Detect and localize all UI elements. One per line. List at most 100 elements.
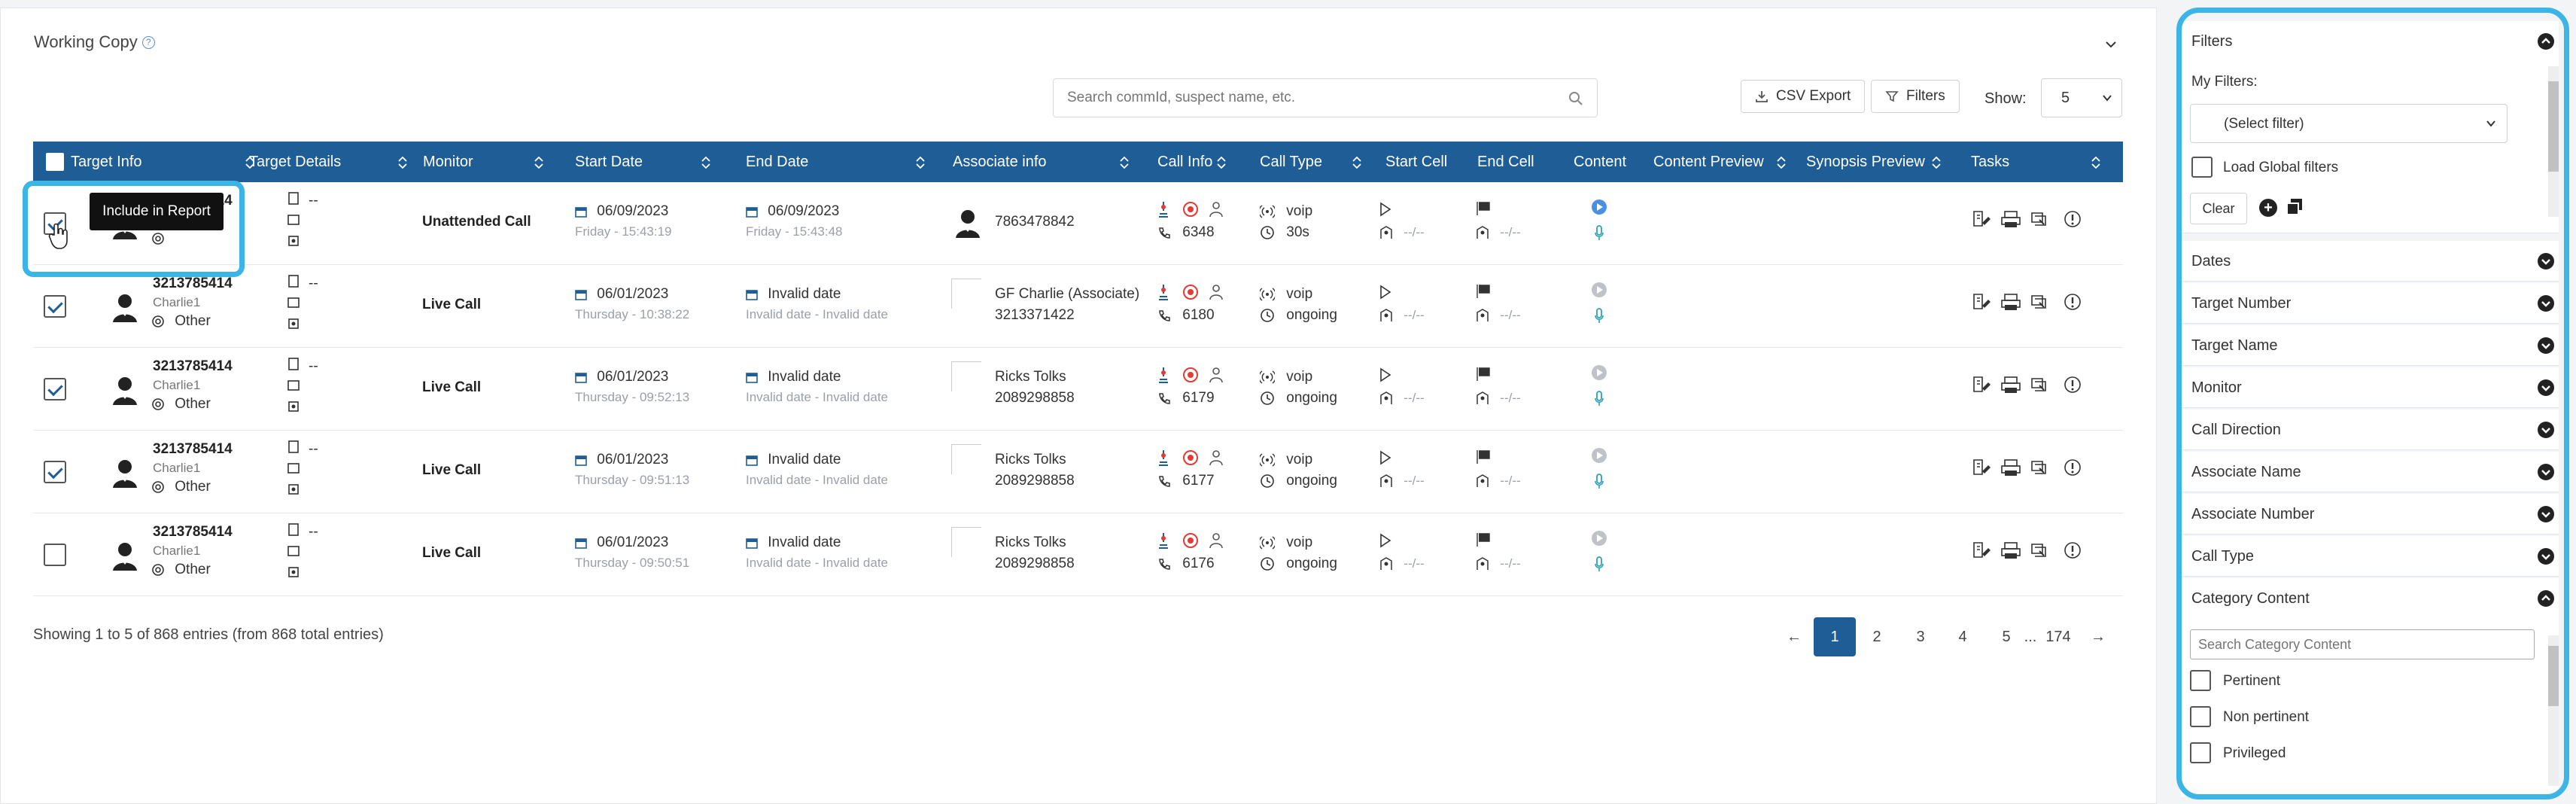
column-header[interactable]: Target Details — [249, 154, 342, 170]
filters-scrollbar[interactable] — [2548, 66, 2559, 217]
chevron-down-icon[interactable] — [2538, 379, 2554, 396]
help-circle-icon[interactable]: ? — [141, 35, 155, 49]
category-scrollbar[interactable] — [2548, 635, 2559, 786]
filter-section-target-name[interactable]: Target Name — [2181, 325, 2559, 366]
search-box[interactable] — [1053, 78, 1598, 117]
page-button[interactable]: 5 — [2002, 629, 2011, 645]
csv-export-button[interactable]: CSV Export — [1741, 80, 1866, 113]
prev-page-button[interactable]: ← — [1787, 629, 1802, 645]
play-icon[interactable] — [1379, 533, 1392, 553]
category-option-checkbox[interactable] — [2190, 706, 2211, 727]
column-header[interactable]: Call Type — [1260, 154, 1323, 170]
chevron-up-icon[interactable] — [2538, 33, 2554, 50]
filter-section-call-type[interactable]: Call Type — [2181, 536, 2559, 577]
column-header[interactable]: Monitor — [423, 154, 473, 170]
filter-section-monitor[interactable]: Monitor — [2181, 367, 2559, 408]
column-header[interactable]: Tasks — [1971, 154, 2010, 170]
start-cell: --/-- — [1379, 307, 1425, 324]
column-header[interactable]: End Date — [746, 154, 809, 170]
chevron-down-icon[interactable] — [2538, 464, 2554, 480]
task-icons[interactable] — [1972, 209, 2085, 233]
task-icons[interactable] — [1972, 375, 2085, 399]
filter-section-associate-number[interactable]: Associate Number — [2181, 494, 2559, 534]
page-button[interactable]: 4 — [1958, 629, 1967, 645]
sort-icon[interactable] — [701, 155, 711, 170]
call-type: voip — [1260, 203, 1312, 220]
chevron-down-icon[interactable] — [2538, 337, 2554, 354]
sort-icon[interactable] — [245, 155, 255, 170]
sort-icon[interactable] — [1776, 155, 1787, 170]
task-icons[interactable] — [1972, 292, 2085, 316]
page-button[interactable]: 3 — [1916, 629, 1925, 645]
category-search-input[interactable] — [2190, 629, 2535, 659]
column-header[interactable]: Content Preview — [1653, 154, 1764, 170]
play-icon[interactable] — [1379, 202, 1392, 221]
play-icon[interactable] — [1379, 450, 1392, 470]
content-play-icon[interactable] — [1591, 364, 1607, 385]
filter-section-dates[interactable]: Dates — [2181, 241, 2559, 282]
sort-icon[interactable] — [915, 155, 926, 170]
category-option-checkbox[interactable] — [2190, 742, 2211, 763]
sort-icon[interactable] — [1352, 155, 1362, 170]
avatar — [108, 455, 141, 492]
category-option-label: Pertinent — [2223, 673, 2281, 689]
column-header[interactable]: Start Date — [575, 154, 643, 170]
include-in-report-checkbox[interactable] — [44, 461, 66, 483]
column-header[interactable]: Target Info — [71, 154, 142, 170]
column-header[interactable]: Content — [1574, 154, 1627, 170]
end-date: Invalid date — [746, 452, 841, 468]
chevron-down-icon[interactable] — [2538, 253, 2554, 270]
page-button[interactable]: 1 — [1814, 617, 1856, 656]
sort-icon[interactable] — [1216, 155, 1227, 170]
content-play-icon[interactable] — [1591, 530, 1607, 551]
highlight-frame — [23, 181, 245, 277]
column-header[interactable]: End Cell — [1477, 154, 1534, 170]
show-select[interactable]: 5 — [2041, 78, 2122, 117]
page-button[interactable]: 2 — [1872, 629, 1881, 645]
content-play-icon[interactable] — [1591, 199, 1607, 220]
task-icons[interactable] — [1972, 458, 2085, 482]
filter-section-target-number[interactable]: Target Number — [2181, 283, 2559, 324]
sort-icon[interactable] — [1119, 155, 1130, 170]
chevron-down-icon[interactable] — [2538, 506, 2554, 522]
include-in-report-checkbox[interactable] — [44, 378, 66, 400]
column-header[interactable]: Start Cell — [1385, 154, 1448, 170]
select-all-checkbox[interactable] — [46, 153, 64, 171]
sort-icon[interactable] — [534, 155, 544, 170]
copy-icon[interactable] — [2285, 197, 2304, 217]
working-copy-title: Working Copy — [34, 32, 138, 51]
content-play-icon[interactable] — [1591, 282, 1607, 303]
my-filters-select[interactable]: (Select filter) — [2190, 104, 2508, 143]
column-header[interactable]: Call Info — [1157, 154, 1213, 170]
play-icon[interactable] — [1379, 285, 1392, 304]
category-option-checkbox[interactable] — [2190, 670, 2211, 691]
load-global-checkbox[interactable] — [2191, 157, 2213, 178]
sort-icon[interactable] — [1931, 155, 1942, 170]
filters-label: Filters — [1906, 88, 1945, 104]
sort-icon[interactable] — [397, 155, 408, 170]
play-icon[interactable] — [1379, 367, 1392, 387]
clear-button[interactable]: Clear — [2190, 193, 2247, 224]
next-page-button[interactable]: → — [2091, 629, 2106, 645]
sort-icon[interactable] — [2091, 155, 2101, 170]
chevron-down-icon[interactable] — [2538, 548, 2554, 565]
search-input[interactable] — [1067, 90, 1549, 106]
filter-section-associate-name[interactable]: Associate Name — [2181, 452, 2559, 492]
filter-section-call-direction[interactable]: Call Direction — [2181, 410, 2559, 450]
page-button[interactable]: 174 — [2045, 629, 2071, 645]
associate-name: Ricks Tolks — [995, 452, 1066, 467]
content-play-icon[interactable] — [1591, 447, 1607, 468]
add-filter-icon[interactable]: + — [2259, 199, 2277, 217]
column-header[interactable]: Associate info — [953, 154, 1047, 170]
include-in-report-checkbox[interactable] — [44, 295, 66, 318]
filters-button[interactable]: Filters — [1871, 80, 1960, 113]
task-icons[interactable] — [1972, 541, 2085, 565]
chevron-up-icon[interactable] — [2538, 590, 2554, 607]
include-in-report-checkbox[interactable] — [44, 544, 66, 566]
search-icon[interactable] — [1568, 91, 1583, 106]
chevron-down-icon[interactable] — [2538, 295, 2554, 312]
column-header[interactable]: Synopsis Preview — [1806, 154, 1925, 170]
chevron-down-icon[interactable] — [2105, 38, 2117, 50]
chevron-down-icon[interactable] — [2538, 422, 2554, 438]
category-option-label: Privileged — [2223, 745, 2286, 761]
